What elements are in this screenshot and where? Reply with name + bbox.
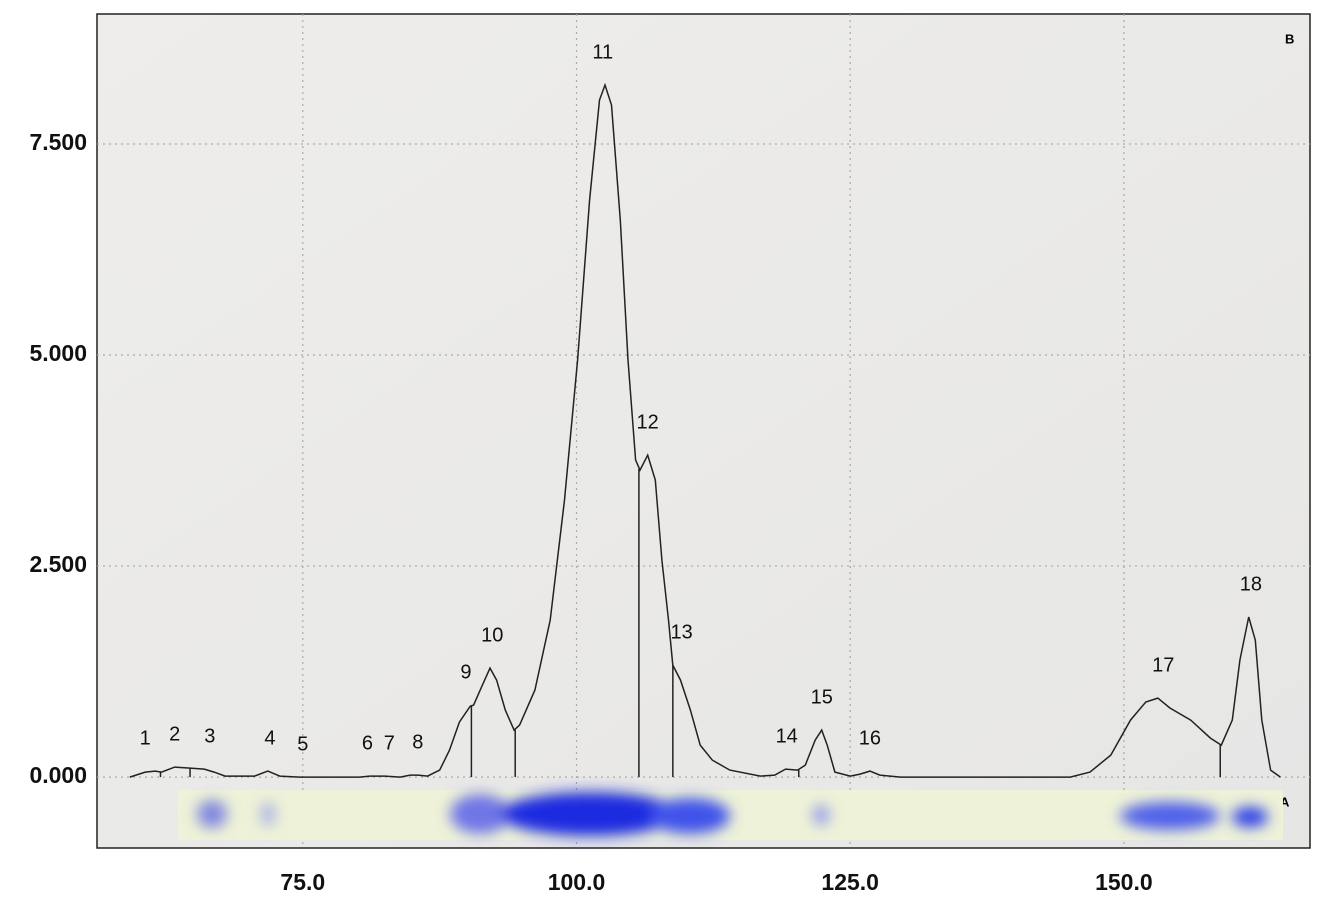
peak-label: 15 <box>811 686 833 708</box>
y-tick-label: 5.000 <box>29 340 87 366</box>
gel-band <box>197 800 227 828</box>
peak-label: 10 <box>481 624 503 646</box>
gel-band <box>261 802 275 826</box>
gel-background <box>178 790 1283 840</box>
y-tick-label: 0.000 <box>29 762 87 788</box>
peak-label: 13 <box>670 621 692 643</box>
gel-band <box>500 792 680 836</box>
x-tick-label: 125.0 <box>821 869 879 895</box>
peak-label: 9 <box>460 661 471 683</box>
x-tick-label: 100.0 <box>548 869 606 895</box>
y-tick-label: 7.500 <box>29 129 87 155</box>
peak-label: 3 <box>204 725 215 747</box>
peak-label: 8 <box>412 731 423 753</box>
peak-label: 7 <box>384 732 395 754</box>
x-tick-label: 75.0 <box>280 869 325 895</box>
peak-label: 16 <box>859 727 881 749</box>
panel-label: A <box>1280 794 1290 809</box>
plot-area <box>96 13 1311 849</box>
gel-band <box>650 798 730 834</box>
peak-label: 4 <box>264 727 275 749</box>
gel-strip <box>178 790 1283 840</box>
x-tick-label: 150.0 <box>1095 869 1153 895</box>
peak-label: 12 <box>637 411 659 433</box>
peak-label: 2 <box>169 723 180 745</box>
peak-label: 6 <box>362 732 373 754</box>
gel-band <box>450 794 510 834</box>
gel-band <box>1120 802 1220 830</box>
peak-label: 11 <box>592 41 613 63</box>
peak-label: 1 <box>140 727 151 749</box>
gel-band <box>813 805 829 825</box>
peak-label: 14 <box>776 725 798 747</box>
y-tick-label: 2.500 <box>29 551 87 577</box>
trace-line <box>129 82 1281 778</box>
panel-label: B <box>1285 31 1294 46</box>
peak-label: 17 <box>1152 654 1174 676</box>
gel-band <box>1232 807 1268 827</box>
peak-label: 18 <box>1240 573 1262 595</box>
peak-label: 5 <box>297 733 308 755</box>
